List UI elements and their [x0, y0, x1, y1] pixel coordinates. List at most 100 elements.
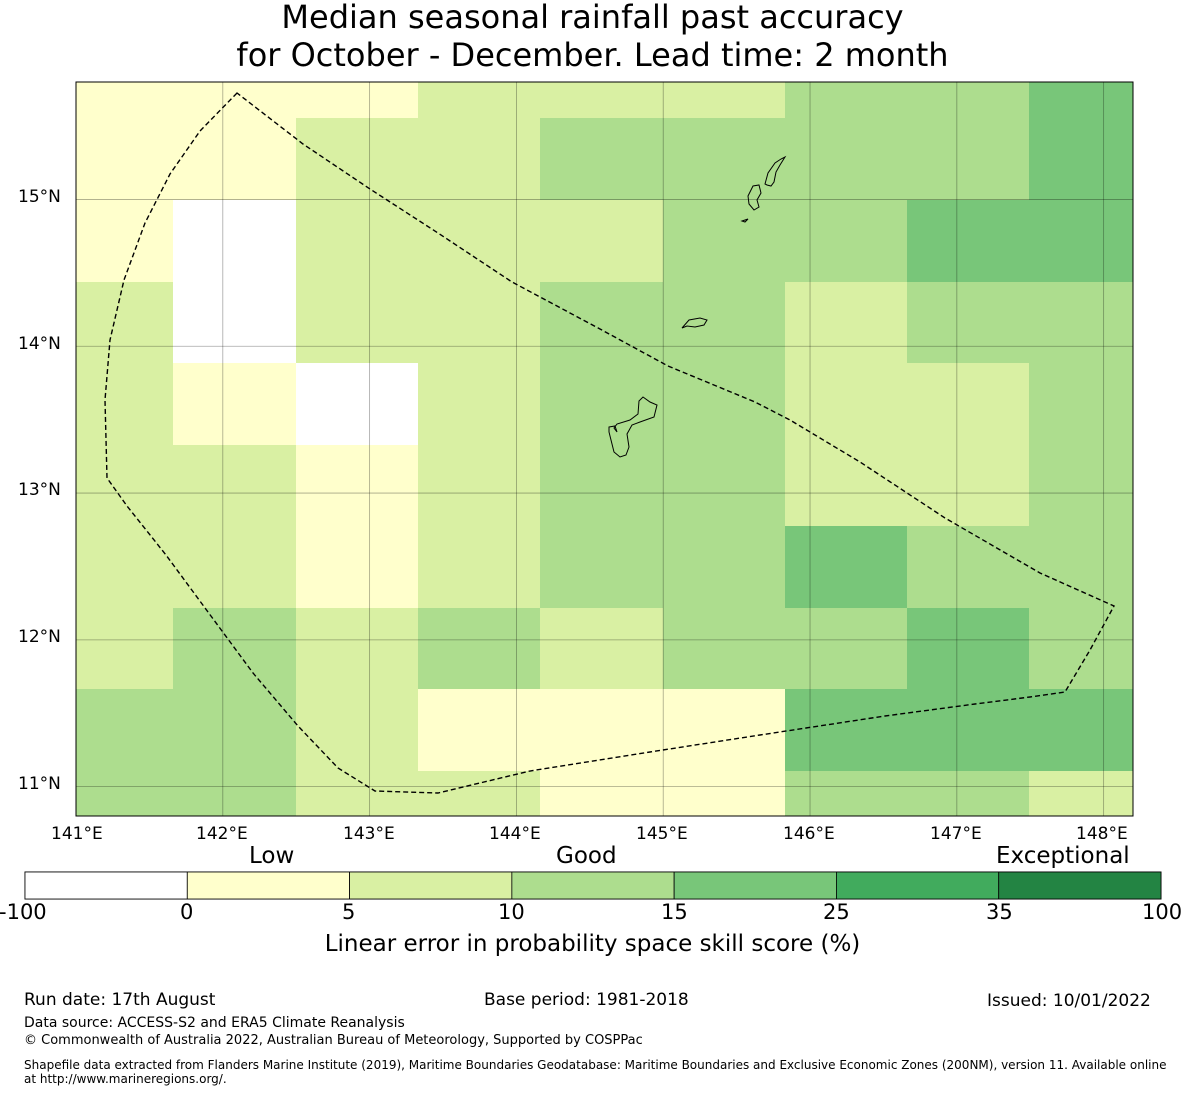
saipan-outline: [764, 155, 787, 187]
skill-cell: [785, 608, 908, 690]
skill-cell: [76, 282, 174, 364]
skill-cell: [296, 771, 419, 817]
chart-title-line1: Median seasonal rainfall past accuracy: [281, 0, 904, 36]
skill-cell: [785, 118, 908, 201]
shapefile-credit-line2: at http://www.marineregions.org/.: [24, 1072, 227, 1086]
colorbar-swatch: [24, 871, 188, 900]
skill-cell: [173, 689, 297, 772]
skill-cell: [663, 689, 786, 772]
colorbar-tick-label: 15: [661, 900, 688, 924]
chart-title-line2: for October - December. Lead time: 2 mon…: [236, 36, 949, 74]
skill-cell: [296, 689, 419, 772]
skill-cell: [296, 445, 419, 527]
skill-grid-cells: [76, 82, 1134, 817]
skill-cell: [1029, 118, 1134, 201]
lon-tick-label: 145°E: [636, 824, 688, 844]
skill-cell: [173, 445, 297, 527]
colorbar-tick-label: -100: [0, 900, 47, 924]
skill-cell: [418, 282, 541, 364]
skill-cell: [418, 526, 541, 609]
skill-cell: [907, 689, 1030, 772]
skill-cell: [173, 771, 297, 817]
copyright-text: © Commonwealth of Australia 2022, Austra…: [24, 1033, 643, 1048]
lat-tick-label: 13°N: [18, 480, 61, 500]
base-period-text: Base period: 1981-2018: [484, 990, 689, 1010]
issued-date-text: Issued: 10/01/2022: [987, 991, 1151, 1011]
skill-cell: [907, 82, 1030, 119]
skill-cell: [296, 200, 419, 283]
skill-cell: [173, 282, 297, 364]
skill-cell: [540, 689, 664, 772]
skill-cell: [296, 363, 419, 446]
skill-cell: [76, 82, 174, 119]
skill-cell: [1029, 689, 1134, 772]
skill-cell: [173, 118, 297, 201]
skill-cell: [173, 363, 297, 446]
colorbar-tick-label: 0: [180, 900, 194, 924]
skill-cell: [785, 771, 908, 817]
island-outlines: [608, 155, 787, 458]
skill-cell: [663, 363, 786, 446]
skill-cell: [296, 526, 419, 609]
skill-cell: [76, 608, 174, 690]
skill-cell: [296, 282, 419, 364]
lon-tick-label: 141°E: [51, 824, 103, 844]
skill-cell: [418, 445, 541, 527]
skill-cell: [785, 363, 908, 446]
skill-cell: [418, 608, 541, 690]
shapefile-credit-line1: Shapefile data extracted from Flanders M…: [24, 1058, 1167, 1072]
colorbar-category-exceptional: Exceptional: [996, 843, 1130, 869]
run-date-text: Run date: 17th August: [24, 990, 216, 1010]
skill-cell: [173, 526, 297, 609]
skill-cell: [540, 363, 664, 446]
skill-cell: [663, 771, 786, 817]
colorbar-swatch: [186, 871, 350, 900]
skill-cell: [418, 118, 541, 201]
skill-cell: [907, 608, 1030, 690]
guam-outline: [608, 396, 658, 458]
skill-cell: [907, 526, 1030, 609]
skill-cell: [907, 282, 1030, 364]
colorbar-swatch: [511, 871, 675, 900]
tinian-outline: [747, 184, 762, 211]
skill-cell: [907, 363, 1030, 446]
skill-cell: [418, 82, 541, 119]
map-frame: [75, 81, 1134, 817]
skill-cell: [540, 200, 664, 283]
aguijan-outline: [740, 218, 749, 223]
colorbar-swatch: [673, 871, 837, 900]
skill-cell: [76, 118, 174, 201]
skill-cell: [418, 689, 541, 772]
skill-cell: [76, 771, 174, 817]
skill-cell: [540, 118, 664, 201]
skill-cell: [296, 82, 419, 119]
skill-cell: [785, 200, 908, 283]
lon-tick-label: 143°E: [343, 824, 395, 844]
skill-cell: [296, 608, 419, 690]
skill-cell: [76, 363, 174, 446]
data-source-text: Data source: ACCESS-S2 and ERA5 Climate …: [24, 1015, 405, 1031]
skill-cell: [663, 118, 786, 201]
skill-cell: [540, 771, 664, 817]
skill-cell: [785, 445, 908, 527]
colorbar-tick-label: 35: [986, 900, 1013, 924]
skill-cell: [907, 445, 1030, 527]
skill-cell: [1029, 282, 1134, 364]
skill-cell: [1029, 200, 1134, 283]
colorbar-category-low: Low: [249, 843, 295, 869]
skill-cell: [540, 526, 664, 609]
lon-tick-label: 144°E: [489, 824, 541, 844]
lat-tick-label: 14°N: [18, 334, 61, 354]
skill-cell: [418, 363, 541, 446]
colorbar-swatch: [836, 871, 1000, 900]
skill-cell: [1029, 771, 1134, 817]
skill-cell: [663, 445, 786, 527]
skill-cell: [296, 118, 419, 201]
colorbar-axis-label: Linear error in probability space skill …: [324, 931, 861, 957]
skill-cell: [1029, 82, 1134, 119]
skill-cell: [1029, 445, 1134, 527]
skill-cell: [907, 771, 1030, 817]
colorbar-tick-label: 5: [342, 900, 356, 924]
skill-cell: [785, 689, 908, 772]
